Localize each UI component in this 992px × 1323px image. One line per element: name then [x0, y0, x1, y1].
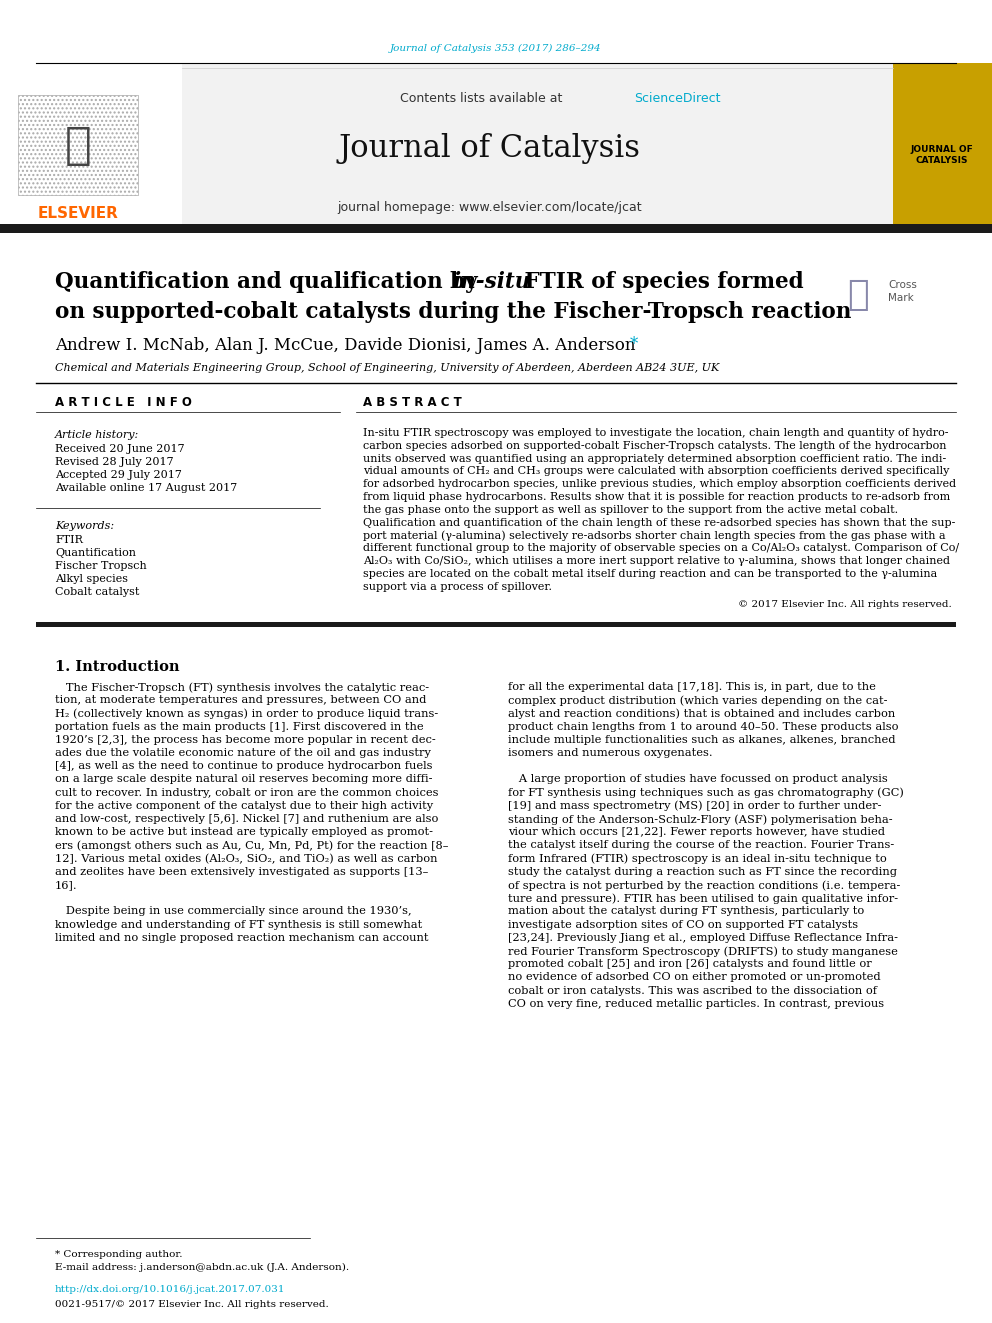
Text: Journal of Catalysis 353 (2017) 286–294: Journal of Catalysis 353 (2017) 286–294 [390, 44, 602, 53]
Text: for FT synthesis using techniques such as gas chromatography (GC): for FT synthesis using techniques such a… [508, 787, 904, 798]
Text: Quantification and qualification by: Quantification and qualification by [55, 271, 485, 292]
Text: in-situ: in-situ [452, 271, 531, 292]
Text: and zeolites have been extensively investigated as supports [13–: and zeolites have been extensively inves… [55, 867, 429, 877]
Text: Keywords:: Keywords: [55, 521, 114, 531]
Text: vidual amounts of CH₂ and CH₃ groups were calculated with absorption coefficient: vidual amounts of CH₂ and CH₃ groups wer… [363, 467, 949, 476]
Bar [893, 64, 992, 230]
Text: complex product distribution (which varies depending on the cat-: complex product distribution (which vari… [508, 695, 888, 705]
Text: A B S T R A C T: A B S T R A C T [363, 397, 461, 410]
Text: species are located on the cobalt metal itself during reaction and can be transp: species are located on the cobalt metal … [363, 569, 937, 578]
Text: Quantification: Quantification [55, 548, 136, 558]
Text: Despite being in use commercially since around the 1930’s,: Despite being in use commercially since … [55, 906, 412, 917]
Text: A large proportion of studies have focussed on product analysis: A large proportion of studies have focus… [508, 774, 888, 785]
Text: 🌲: 🌲 [64, 123, 91, 167]
Text: port material (γ-alumina) selectively re-adsorbs shorter chain length species fr: port material (γ-alumina) selectively re… [363, 531, 945, 541]
Text: http://dx.doi.org/10.1016/j.jcat.2017.07.031: http://dx.doi.org/10.1016/j.jcat.2017.07… [55, 1285, 286, 1294]
Text: cult to recover. In industry, cobalt or iron are the common choices: cult to recover. In industry, cobalt or … [55, 787, 438, 798]
Text: tion, at moderate temperatures and pressures, between CO and: tion, at moderate temperatures and press… [55, 695, 427, 705]
Text: support via a process of spillover.: support via a process of spillover. [363, 582, 552, 591]
Text: knowledge and understanding of FT synthesis is still somewhat: knowledge and understanding of FT synthe… [55, 919, 423, 930]
Text: Article history:: Article history: [55, 430, 139, 441]
Text: A R T I C L E   I N F O: A R T I C L E I N F O [55, 397, 191, 410]
Text: form Infrared (FTIR) spectroscopy is an ideal in-situ technique to: form Infrared (FTIR) spectroscopy is an … [508, 853, 887, 864]
Text: [23,24]. Previously Jiang et al., employed Diffuse Reflectance Infra-: [23,24]. Previously Jiang et al., employ… [508, 933, 898, 943]
Text: cobalt or iron catalysts. This was ascribed to the dissociation of: cobalt or iron catalysts. This was ascri… [508, 986, 877, 996]
Text: ELSEVIER: ELSEVIER [38, 205, 118, 221]
Text: from liquid phase hydrocarbons. Results show that it is possible for reaction pr: from liquid phase hydrocarbons. Results … [363, 492, 950, 501]
Text: Alkyl species: Alkyl species [55, 574, 128, 583]
Text: ades due the volatile economic nature of the oil and gas industry: ades due the volatile economic nature of… [55, 747, 431, 758]
Text: for adsorbed hydrocarbon species, unlike previous studies, which employ absorpti: for adsorbed hydrocarbon species, unlike… [363, 479, 956, 490]
Text: Andrew I. McNab, Alan J. McCue, Davide Dionisi, James A. Anderson: Andrew I. McNab, Alan J. McCue, Davide D… [55, 337, 636, 355]
Text: In-situ FTIR spectroscopy was employed to investigate the location, chain length: In-situ FTIR spectroscopy was employed t… [363, 429, 948, 438]
Text: portation fuels as the main products [1]. First discovered in the: portation fuels as the main products [1]… [55, 721, 424, 732]
Bar [0, 64, 182, 230]
Text: Al₂O₃ with Co/SiO₂, which utilises a more inert support relative to γ-alumina, s: Al₂O₃ with Co/SiO₂, which utilises a mor… [363, 556, 950, 566]
Text: isomers and numerous oxygenates.: isomers and numerous oxygenates. [508, 747, 712, 758]
Text: study the catalyst during a reaction such as FT since the recording: study the catalyst during a reaction suc… [508, 867, 897, 877]
Text: Available online 17 August 2017: Available online 17 August 2017 [55, 483, 237, 493]
Text: promoted cobalt [25] and iron [26] catalysts and found little or: promoted cobalt [25] and iron [26] catal… [508, 959, 872, 970]
Bar [0, 64, 992, 230]
Text: Contents lists available at: Contents lists available at [400, 91, 566, 105]
Text: different functional group to the majority of observable species on a Co/Al₂O₃ c: different functional group to the majori… [363, 544, 959, 553]
Text: 16].: 16]. [55, 880, 77, 890]
Text: 1. Introduction: 1. Introduction [55, 660, 180, 673]
Text: Fischer Tropsch: Fischer Tropsch [55, 561, 147, 572]
Text: the gas phase onto the support as well as spillover to the support from the acti: the gas phase onto the support as well a… [363, 505, 898, 515]
Text: carbon species adsorbed on supported-cobalt Fischer-Tropsch catalysts. The lengt: carbon species adsorbed on supported-cob… [363, 441, 946, 451]
Text: standing of the Anderson-Schulz-Flory (ASF) polymerisation beha-: standing of the Anderson-Schulz-Flory (A… [508, 814, 893, 824]
Text: Chemical and Materials Engineering Group, School of Engineering, University of A: Chemical and Materials Engineering Group… [55, 363, 719, 373]
Text: * Corresponding author.: * Corresponding author. [55, 1250, 183, 1259]
Text: 0021-9517/© 2017 Elsevier Inc. All rights reserved.: 0021-9517/© 2017 Elsevier Inc. All right… [55, 1301, 328, 1308]
Text: ers (amongst others such as Au, Cu, Mn, Pd, Pt) for the reaction [8–: ers (amongst others such as Au, Cu, Mn, … [55, 840, 448, 851]
Text: limited and no single proposed reaction mechanism can account: limited and no single proposed reaction … [55, 933, 429, 943]
Text: include multiple functionalities such as alkanes, alkenes, branched: include multiple functionalities such as… [508, 734, 896, 745]
Text: 12]. Various metal oxides (Al₂O₃, SiO₂, and TiO₂) as well as carbon: 12]. Various metal oxides (Al₂O₃, SiO₂, … [55, 853, 437, 864]
Text: E-mail address: j.anderson@abdn.ac.uk (J.A. Anderson).: E-mail address: j.anderson@abdn.ac.uk (J… [55, 1263, 349, 1273]
Text: no evidence of adsorbed CO on either promoted or un-promoted: no evidence of adsorbed CO on either pro… [508, 972, 881, 983]
Text: Qualification and quantification of the chain length of these re-adsorbed specie: Qualification and quantification of the … [363, 517, 955, 528]
Text: for the active component of the catalyst due to their high activity: for the active component of the catalyst… [55, 800, 434, 811]
Text: the catalyst itself during the course of the reaction. Fourier Trans-: the catalyst itself during the course of… [508, 840, 894, 851]
Text: of spectra is not perturbed by the reaction conditions (i.e. tempera-: of spectra is not perturbed by the react… [508, 880, 901, 890]
Text: Cobalt catalyst: Cobalt catalyst [55, 587, 139, 597]
Text: journal homepage: www.elsevier.com/locate/jcat: journal homepage: www.elsevier.com/locat… [337, 201, 642, 213]
Text: H₂ (collectively known as syngas) in order to produce liquid trans-: H₂ (collectively known as syngas) in ord… [55, 708, 438, 718]
Text: FTIR: FTIR [55, 534, 83, 545]
Text: JOURNAL OF
CATALYSIS: JOURNAL OF CATALYSIS [911, 146, 973, 164]
Text: red Fourier Transform Spectroscopy (DRIFTS) to study manganese: red Fourier Transform Spectroscopy (DRIF… [508, 946, 898, 957]
Text: investigate adsorption sites of CO on supported FT catalysts: investigate adsorption sites of CO on su… [508, 919, 858, 930]
Text: Accepted 29 July 2017: Accepted 29 July 2017 [55, 470, 182, 480]
Text: alyst and reaction conditions) that is obtained and includes carbon: alyst and reaction conditions) that is o… [508, 708, 895, 718]
Text: [4], as well as the need to continue to produce hydrocarbon fuels: [4], as well as the need to continue to … [55, 761, 433, 771]
Text: Mark: Mark [888, 292, 914, 303]
Text: on supported-cobalt catalysts during the Fischer-Tropsch reaction: on supported-cobalt catalysts during the… [55, 302, 851, 323]
Text: CO on very fine, reduced metallic particles. In contrast, previous: CO on very fine, reduced metallic partic… [508, 999, 884, 1009]
Text: units observed was quantified using an appropriately determined absorption coeff: units observed was quantified using an a… [363, 454, 946, 463]
Text: and low-cost, respectively [5,6]. Nickel [7] and ruthenium are also: and low-cost, respectively [5,6]. Nickel… [55, 814, 438, 824]
Text: Received 20 June 2017: Received 20 June 2017 [55, 445, 185, 454]
Text: ScienceDirect: ScienceDirect [634, 91, 720, 105]
Bar [36, 622, 956, 627]
Text: FTIR of species formed: FTIR of species formed [517, 271, 804, 292]
Text: Ⓡ: Ⓡ [847, 278, 869, 312]
Text: for all the experimental data [17,18]. This is, in part, due to the: for all the experimental data [17,18]. T… [508, 681, 876, 692]
Text: product chain lengths from 1 to around 40–50. These products also: product chain lengths from 1 to around 4… [508, 721, 899, 732]
Text: Cross: Cross [888, 280, 917, 290]
Bar [18, 95, 138, 194]
Bar [0, 224, 992, 233]
Text: 1920’s [2,3], the process has become more popular in recent dec-: 1920’s [2,3], the process has become mor… [55, 734, 435, 745]
Text: mation about the catalyst during FT synthesis, particularly to: mation about the catalyst during FT synt… [508, 906, 864, 917]
Text: viour which occurs [21,22]. Fewer reports however, have studied: viour which occurs [21,22]. Fewer report… [508, 827, 885, 837]
Text: The Fischer-Tropsch (FT) synthesis involves the catalytic reac-: The Fischer-Tropsch (FT) synthesis invol… [55, 681, 430, 692]
Text: *: * [630, 336, 638, 352]
Text: Journal of Catalysis: Journal of Catalysis [339, 132, 641, 164]
Text: on a large scale despite natural oil reserves becoming more diffi-: on a large scale despite natural oil res… [55, 774, 433, 785]
Text: known to be active but instead are typically employed as promot-: known to be active but instead are typic… [55, 827, 433, 837]
Text: © 2017 Elsevier Inc. All rights reserved.: © 2017 Elsevier Inc. All rights reserved… [738, 601, 952, 609]
Text: [19] and mass spectrometry (MS) [20] in order to further under-: [19] and mass spectrometry (MS) [20] in … [508, 800, 882, 811]
Text: ture and pressure). FTIR has been utilised to gain qualitative infor-: ture and pressure). FTIR has been utilis… [508, 893, 898, 904]
Text: Revised 28 July 2017: Revised 28 July 2017 [55, 456, 174, 467]
